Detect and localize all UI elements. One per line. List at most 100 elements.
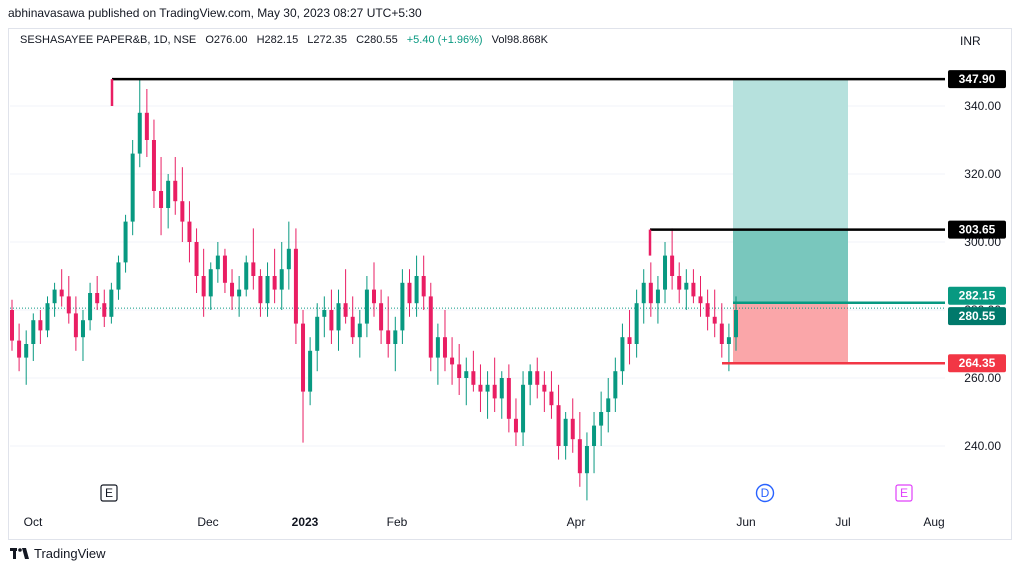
candle-body (95, 293, 100, 304)
tradingview-brand: TradingView (34, 546, 106, 561)
candle-body (655, 289, 660, 304)
candle-body (521, 384, 526, 433)
candle-body (570, 418, 575, 440)
candle-body (499, 378, 504, 399)
candle-body (251, 262, 256, 276)
candle-body (194, 242, 199, 276)
candle-body (59, 289, 64, 297)
candle-body (485, 384, 490, 392)
candle-body (308, 350, 313, 392)
candle-body (372, 289, 376, 304)
candle-body (563, 418, 568, 446)
candle-body (556, 405, 561, 446)
candle-body (52, 289, 57, 304)
price-label: 264.35 (959, 356, 996, 370)
candle-body (577, 439, 582, 474)
candle-body (38, 320, 43, 331)
candle-body (513, 418, 518, 433)
candle-body (66, 296, 71, 314)
chart-frame (8, 28, 1012, 540)
candle-body (315, 316, 320, 351)
close-value: C280.55 (356, 34, 398, 46)
candle-body (414, 276, 419, 304)
earnings-upcoming-icon (895, 484, 913, 502)
candle-body (73, 313, 78, 338)
low-value: L272.35 (307, 34, 348, 46)
candle-body (364, 289, 369, 324)
earnings-upcoming-label: E (900, 486, 908, 500)
y-tick-label: 320.00 (964, 167, 1001, 181)
candle-body (265, 276, 270, 304)
x-tick-label: Apr (567, 515, 586, 529)
price-label-box (948, 307, 1006, 326)
candle-body (442, 337, 447, 358)
candle-body (336, 303, 341, 331)
candle-body (670, 255, 675, 276)
candle-body (542, 384, 547, 392)
dividend-icon (755, 483, 775, 503)
candle-body (137, 112, 142, 154)
candle-body (464, 371, 469, 378)
open-value: O276.00 (205, 34, 248, 46)
candle-body (350, 316, 355, 338)
candle-body (159, 191, 164, 208)
candle-body (88, 293, 93, 321)
candle-body (301, 323, 306, 392)
price-label-box (948, 220, 1006, 239)
candle-body (286, 248, 291, 270)
candle-body (450, 357, 455, 365)
publisher-line: abhinavasawa published on TradingView.co… (8, 6, 422, 20)
stop-zone (733, 302, 848, 364)
volume-value: Vol98.868K (491, 34, 548, 46)
currency-label[interactable]: INR (960, 34, 981, 48)
x-tick-label: Oct (24, 515, 43, 529)
price-label: 280.55 (959, 309, 996, 323)
candle-body (698, 296, 703, 304)
candle-body (592, 425, 597, 446)
candle-body (357, 323, 362, 338)
candle-body (627, 337, 632, 344)
candle-body (506, 378, 511, 419)
candle-body (379, 303, 384, 331)
high-value: H282.15 (256, 34, 299, 46)
candle-body (435, 337, 440, 358)
y-tick-label: 340.00 (964, 99, 1001, 113)
candle-body (407, 282, 412, 304)
candle-body (691, 282, 696, 297)
price-label-box (948, 70, 1006, 89)
x-tick-label: 2023 (292, 515, 319, 529)
x-tick-label: Jul (835, 515, 850, 529)
candle-body (208, 269, 213, 297)
candle-body (457, 364, 462, 378)
x-tick-label: Dec (197, 515, 218, 529)
candle-body (648, 282, 653, 304)
y-tick-label: 260.00 (964, 371, 1001, 385)
candle-body (620, 337, 625, 372)
candle-body (222, 255, 227, 283)
symbol-legend: SESHASAYEE PAPER&B, 1D, NSE O276.00 H282… (20, 34, 554, 46)
candle-body (549, 391, 554, 406)
candle-body (322, 310, 327, 317)
candle-body (180, 201, 185, 222)
candle-body (144, 112, 149, 140)
candle-body (173, 180, 178, 202)
candle-body (109, 289, 114, 317)
price-label: 347.90 (959, 72, 996, 86)
candle-body (535, 371, 540, 385)
symbol-name[interactable]: SESHASAYEE PAPER&B, 1D, NSE (20, 34, 197, 46)
candle-body (237, 289, 242, 297)
candle-body (712, 316, 717, 324)
candle-body (230, 282, 235, 297)
price-label-box (948, 286, 1006, 305)
candle-body (663, 255, 668, 290)
dividend-label: D (761, 486, 770, 500)
candle-body (24, 344, 29, 358)
candle-body (80, 320, 85, 338)
candle-body (279, 269, 284, 290)
earnings-icon (100, 484, 118, 502)
tradingview-footer[interactable]: TradingView (10, 546, 106, 561)
candle-body (492, 384, 497, 399)
candle-body (471, 371, 476, 385)
candle-body (606, 398, 611, 412)
